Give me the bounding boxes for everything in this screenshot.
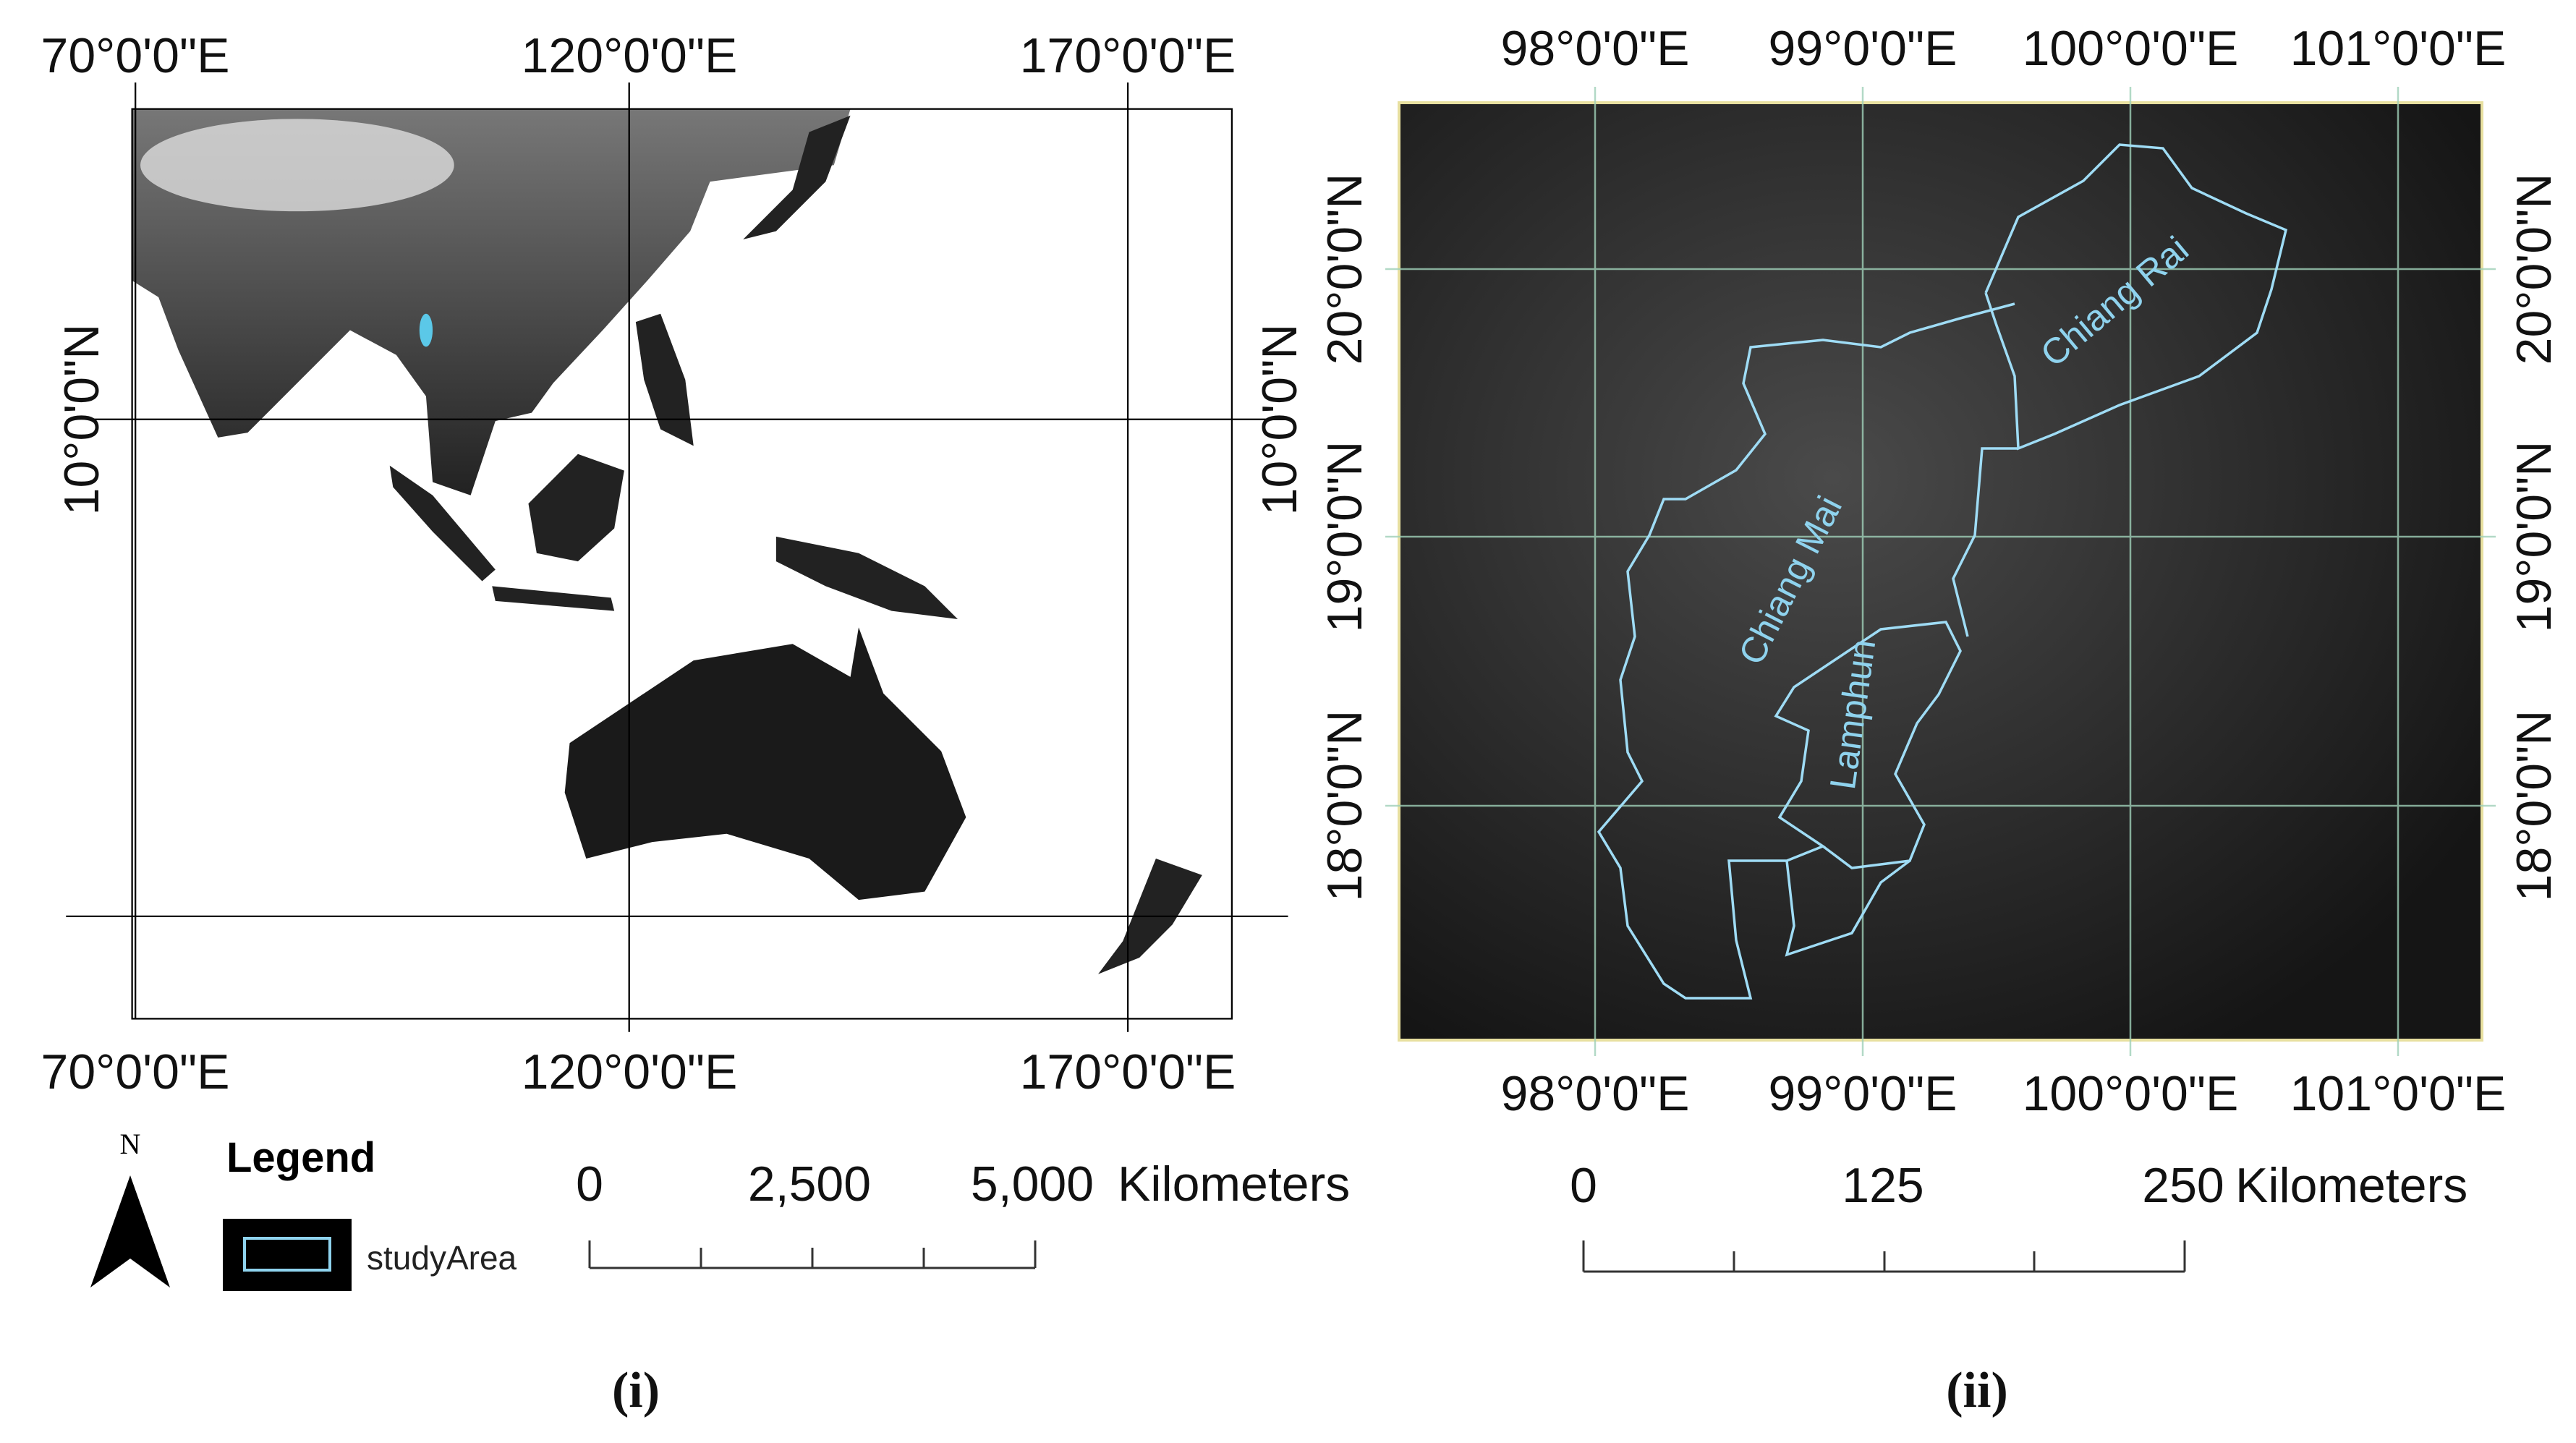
lat-label: 19°0'0"N [1317, 441, 1372, 633]
lon-label: 70°0'0"E [41, 28, 230, 83]
australia [564, 627, 966, 901]
caption: (ii) [1946, 1363, 2008, 1418]
scale-unit: Kilometers [2235, 1158, 2467, 1213]
overview-map [66, 82, 1288, 1032]
sumatra [389, 465, 496, 582]
lon-label: 170°0'0"E [1020, 1044, 1236, 1099]
map-frame [131, 108, 1233, 1020]
japan [743, 115, 851, 239]
lon-label: 98°0'0"E [1501, 1066, 1690, 1121]
scale-bar [588, 1240, 1037, 1269]
scale-label: 250 [2142, 1158, 2224, 1213]
lat-label: 18°0'0"N [2507, 710, 2562, 902]
tibet-plateau [140, 119, 454, 212]
new-guinea [775, 536, 958, 620]
lon-label: 99°0'0"E [1769, 21, 1957, 76]
scale-label: 0 [576, 1157, 603, 1212]
lat-label: 19°0'0"N [2507, 441, 2562, 633]
scale-label: 5,000 [971, 1157, 1094, 1212]
lat-label: 18°0'0"N [1317, 710, 1372, 902]
lon-label: 120°0'0"E [522, 28, 738, 83]
dem-frame [1398, 101, 2483, 1042]
lon-label: 170°0'0"E [1020, 28, 1236, 83]
lat-label: 10°0'0"N [54, 324, 109, 516]
legend-swatch [223, 1219, 352, 1291]
lon-label: 101°0'0"E [2290, 21, 2507, 76]
borneo [528, 454, 624, 562]
scale-bar [1582, 1240, 2186, 1273]
lon-label: 100°0'0"E [2023, 21, 2239, 76]
lon-label: 101°0'0"E [2290, 1066, 2507, 1121]
caption: (i) [612, 1363, 660, 1418]
north-arrow [90, 1175, 170, 1287]
legend-title: Legend [226, 1134, 375, 1181]
legend-swatch-outline [243, 1237, 331, 1272]
scale-label: 2,500 [748, 1157, 871, 1212]
java [492, 586, 615, 611]
scale-unit: Kilometers [1118, 1157, 1350, 1212]
scale-label: 125 [1842, 1158, 1924, 1213]
philippines [635, 313, 694, 446]
graticule [1385, 87, 2496, 1056]
study-area [419, 313, 433, 347]
lon-label: 100°0'0"E [2023, 1066, 2239, 1121]
lon-label: 120°0'0"E [522, 1044, 738, 1099]
lon-label: 98°0'0"E [1501, 21, 1690, 76]
province-boundaries [1597, 143, 2288, 1000]
scale-label: 0 [1570, 1158, 1597, 1213]
lat-label: 20°0'0"N [2507, 174, 2562, 365]
lat-label: 20°0'0"N [1317, 174, 1372, 365]
lat-label: 10°0'0"N [1252, 324, 1307, 516]
north-label: N [120, 1128, 141, 1160]
lon-label: 99°0'0"E [1769, 1066, 1957, 1121]
lon-label: 70°0'0"E [41, 1044, 230, 1099]
legend-item: studyArea [367, 1239, 517, 1277]
